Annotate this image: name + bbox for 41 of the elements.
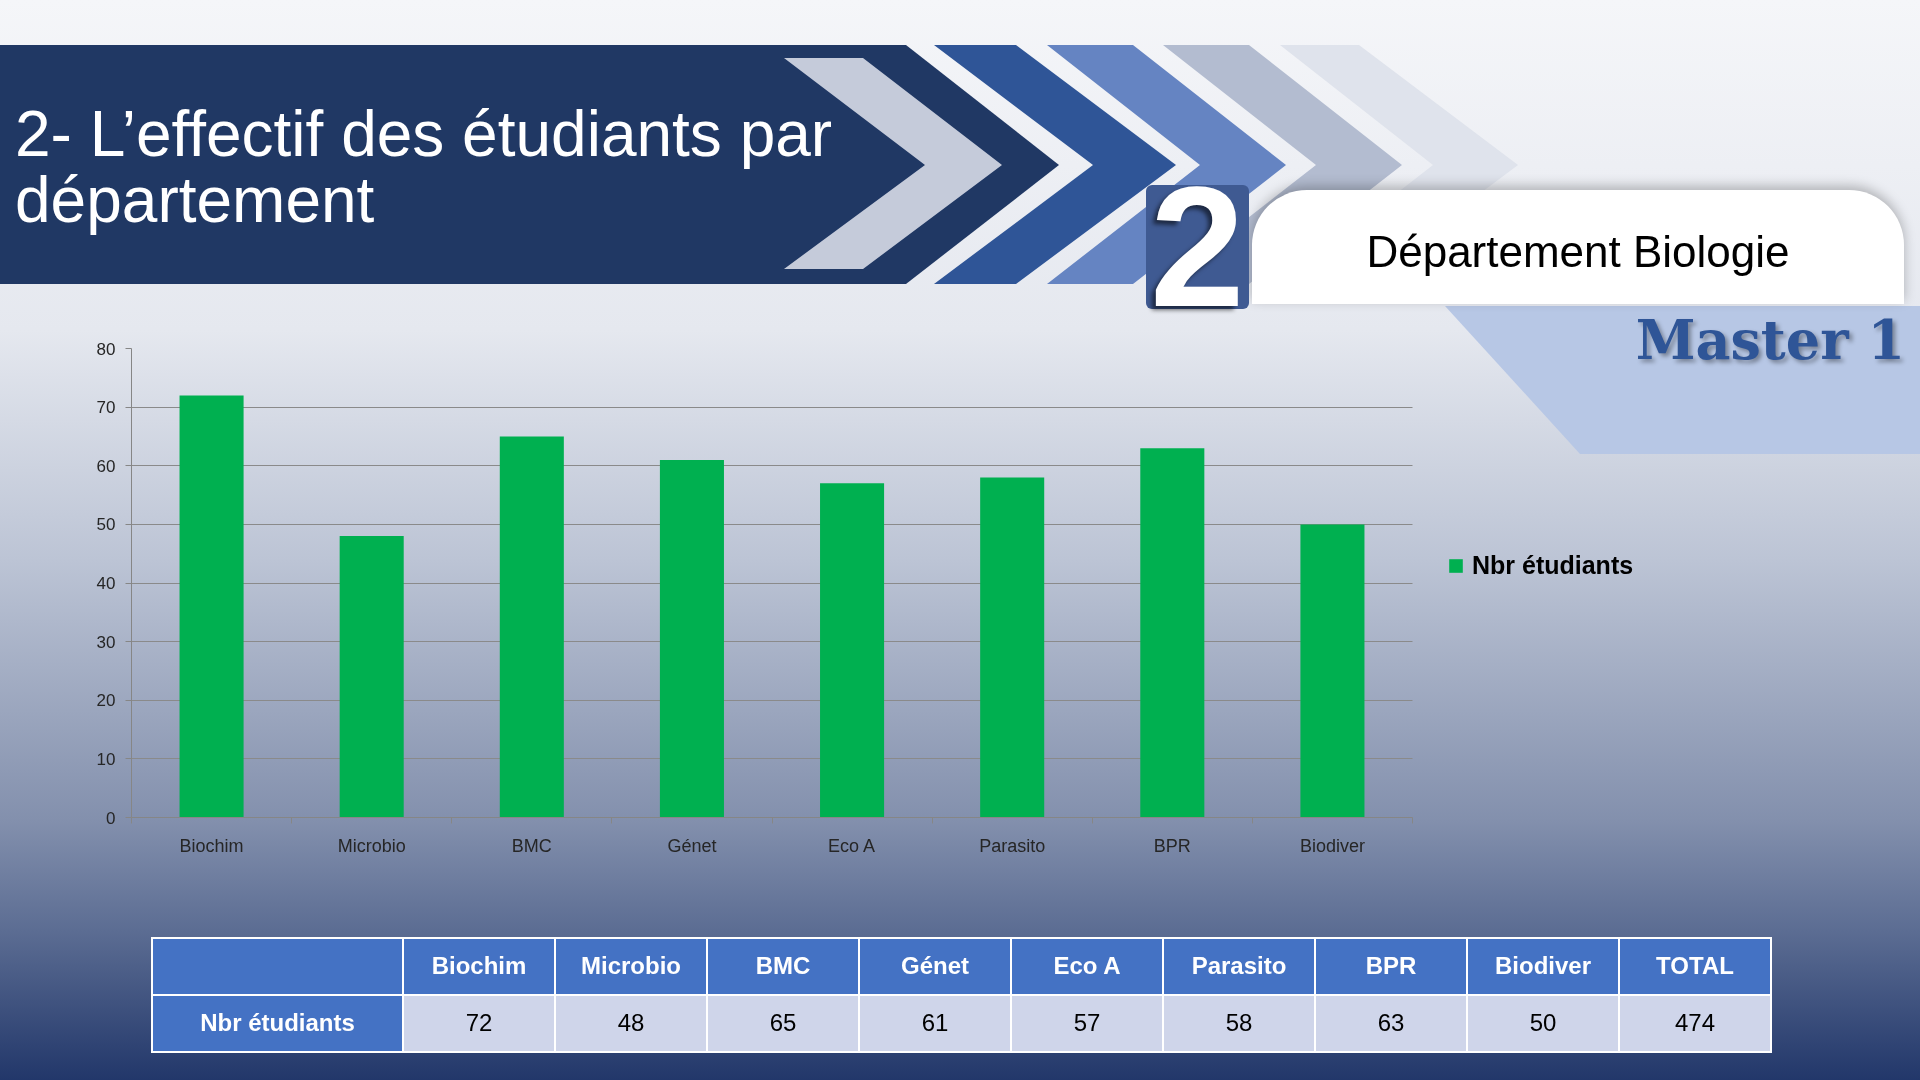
text: 2 bbox=[1149, 152, 1246, 342]
y-tick-label: 50 bbox=[96, 515, 116, 535]
x-tick-label: Parasito bbox=[979, 835, 1046, 856]
text: 63 bbox=[1315, 995, 1467, 1052]
text: 474 bbox=[1619, 995, 1771, 1052]
y-tick-label: 10 bbox=[96, 749, 116, 769]
text: Département Biologie bbox=[1366, 225, 1790, 278]
y-tick-label: 80 bbox=[96, 339, 116, 359]
text: 50 bbox=[1467, 995, 1619, 1052]
x-tick-label: BPR bbox=[1153, 835, 1191, 856]
y-tick-label: 20 bbox=[96, 691, 116, 711]
category-label: Microbio bbox=[581, 952, 681, 980]
category-label: BPR bbox=[1365, 952, 1417, 980]
category-label: Eco A bbox=[1053, 952, 1121, 980]
text: Master 1 bbox=[1635, 308, 1905, 372]
text: 61 bbox=[859, 995, 1011, 1052]
y-tick-label: 30 bbox=[96, 632, 116, 652]
x-tick-label: Biodiver bbox=[1299, 835, 1365, 856]
legend-label: Nbr étudiants bbox=[1472, 550, 1634, 580]
x-tick-label: Microbio bbox=[337, 835, 406, 856]
text: TOTAL bbox=[1619, 938, 1771, 995]
text: 57 bbox=[1011, 995, 1163, 1052]
text: 65 bbox=[707, 995, 859, 1052]
text: 72 bbox=[403, 995, 555, 1052]
y-tick-label: 70 bbox=[96, 398, 116, 418]
y-tick-label: 40 bbox=[96, 574, 116, 593]
text: Nbr étudiants bbox=[200, 1009, 355, 1037]
category-label: Génet bbox=[900, 952, 969, 980]
category-label: Biochim bbox=[431, 952, 527, 980]
x-tick-label: Génet bbox=[667, 835, 717, 856]
x-tick-label: Biochim bbox=[179, 835, 244, 856]
category-label: BMC bbox=[755, 952, 811, 980]
category-label: Parasito bbox=[1191, 952, 1287, 980]
text: 58 bbox=[1163, 995, 1315, 1052]
chart-title: 2- L’effectif des étudiants par département bbox=[15, 98, 834, 236]
y-tick-label: 0 bbox=[106, 808, 116, 828]
x-tick-label: BMC bbox=[511, 835, 552, 856]
category-label: Biodiver bbox=[1494, 952, 1592, 980]
x-tick-label: Eco A bbox=[828, 835, 876, 856]
text: 48 bbox=[555, 995, 707, 1052]
y-tick-label: 60 bbox=[96, 456, 116, 476]
